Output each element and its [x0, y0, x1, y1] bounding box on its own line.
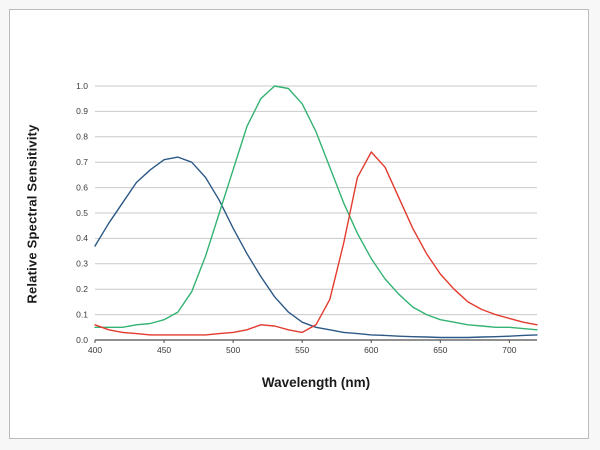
x-tick-label: 500 — [226, 345, 240, 355]
series-line-green-channel — [94, 85, 538, 331]
y-tick-label: 0.3 — [76, 259, 88, 269]
x-tick-label: 550 — [295, 345, 309, 355]
y-tick-label: 0.9 — [76, 106, 88, 116]
x-tick-label: 650 — [433, 345, 447, 355]
x-tick-label: 600 — [364, 345, 378, 355]
y-tick-label: 1.0 — [76, 81, 88, 91]
chart-page: 0.0 0.1 0.2 0.3 0.4 0.5 0.6 0.7 0.8 0.9 1.0 400 450 5… — [9, 9, 589, 439]
y-tick-label: 0.7 — [76, 157, 88, 167]
series-line-red-channel — [94, 151, 538, 336]
x-axis-label: Wavelength (nm) — [261, 375, 371, 390]
y-tick-label: 0.5 — [76, 208, 88, 218]
y-axis-label-text: Relative Spectral Sensitivity — [24, 124, 40, 304]
x-tick-label: 700 — [502, 345, 516, 355]
y-tick-label: 0.6 — [76, 182, 88, 192]
y-tick-label: 0.4 — [76, 233, 88, 243]
y-tick-label: 0.8 — [76, 132, 88, 142]
y-tick-label: 0.0 — [76, 335, 88, 345]
y-tick-label: 0.2 — [76, 284, 88, 294]
y-tick-label: 0.1 — [76, 309, 88, 319]
plot-area: 0.0 0.1 0.2 0.3 0.4 0.5 0.6 0.7 0.8 0.9 1.0 400 450 5… — [76, 81, 538, 355]
x-tick-label: 450 — [157, 345, 171, 355]
x-tick-label: 400 — [88, 345, 102, 355]
series-line-blue-channel — [94, 156, 538, 339]
spectral-sensitivity-chart: 0.0 0.1 0.2 0.3 0.4 0.5 0.6 0.7 0.8 0.9 1.0 400 450 5… — [10, 10, 588, 438]
